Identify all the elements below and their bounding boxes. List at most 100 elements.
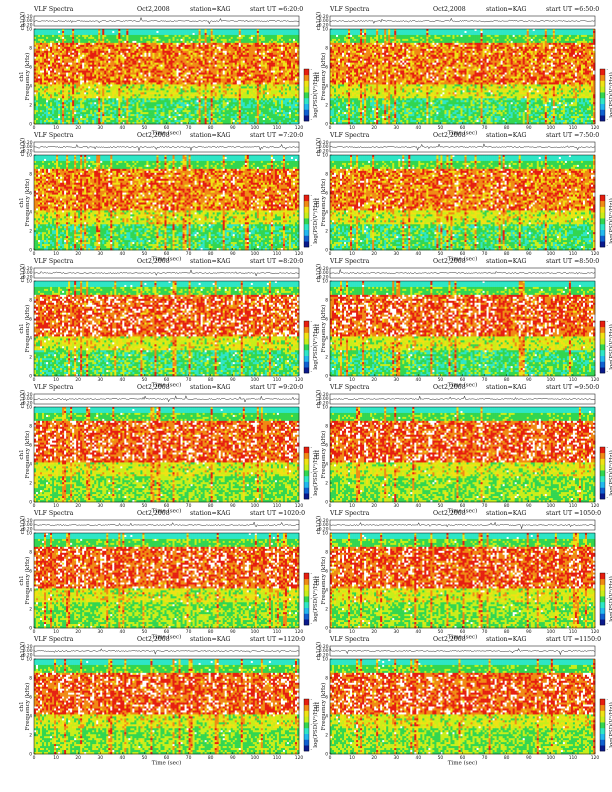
- spectrogram-panel-6: VLF Spectra Oct2,2008 station=KAG start UT …: [316, 257, 612, 385]
- frequency-tick-label: 8: [325, 172, 328, 178]
- frequency-tick-label: 2: [29, 229, 32, 235]
- trace-frame: [34, 16, 299, 26]
- time-tick-label: 50: [438, 755, 444, 761]
- spectrogram-panel-8: VLF Spectra Oct2,2008 station=KAG start UT …: [316, 383, 612, 511]
- colorbar: [304, 699, 309, 751]
- spectrogram-panel-3: VLF Spectra Oct2,2008 station=KAG start UT …: [20, 131, 320, 259]
- frequency-tick-label: 2: [29, 733, 32, 739]
- frequency-tick-label: 10: [26, 27, 32, 33]
- frequency-tick-label: 8: [325, 424, 328, 430]
- colorbar-label: log(PSD(V²/Hz)): [608, 198, 612, 244]
- time-tick-label: 0: [329, 755, 332, 761]
- frequency-tick-label: 2: [325, 607, 328, 613]
- y-axis-label: Frequency (kHz): [320, 431, 327, 479]
- spectrogram-panel-5: VLF Spectra Oct2,2008 station=KAG start UT …: [20, 257, 320, 385]
- frequency-tick-label: 10: [322, 27, 328, 33]
- time-tick-label: 110: [569, 755, 578, 761]
- frequency-tick-label: 10: [322, 405, 328, 411]
- colorbar-label: log(PSD(V²/Hz)): [608, 576, 612, 622]
- time-tick-label: 70: [482, 755, 488, 761]
- trace-axis-label: ch1(V): [19, 264, 26, 283]
- time-tick-label: 90: [230, 755, 236, 761]
- y-axis-label: Frequency (kHz): [24, 557, 31, 605]
- time-tick-label: 120: [295, 755, 304, 761]
- frequency-tick-label: 2: [29, 607, 32, 613]
- frequency-tick-label: 2: [325, 355, 328, 361]
- frequency-tick-label: 8: [29, 46, 32, 52]
- colorbar: [600, 447, 605, 499]
- frequency-tick-label: 10: [26, 657, 32, 663]
- colorbar: [600, 573, 605, 625]
- colorbar-label: log(PSD(V²/Hz)): [608, 450, 612, 496]
- frequency-tick-label: 8: [29, 550, 32, 556]
- y-axis-label: Frequency (kHz): [320, 557, 327, 605]
- colorbar-label: log(PSD(V²/Hz)): [608, 72, 612, 118]
- frequency-tick-label: 10: [26, 153, 32, 159]
- time-tick-label: 80: [504, 755, 510, 761]
- spectrogram-cells: [330, 407, 595, 502]
- spectrogram-cells: [34, 533, 299, 628]
- frequency-tick-label: 2: [29, 103, 32, 109]
- frequency-tick-label: 2: [325, 103, 328, 109]
- spectrogram-cells: [330, 155, 595, 250]
- colorbar: [304, 447, 309, 499]
- spectrogram-cells: [330, 533, 595, 628]
- y-axis-label: Frequency (kHz): [24, 431, 31, 479]
- frequency-tick-label: 2: [325, 733, 328, 739]
- time-tick-label: 100: [547, 755, 556, 761]
- spectrogram-panel-12: VLF Spectra Oct2,2008 station=KAG start UT …: [316, 635, 612, 763]
- trace-frame: [330, 16, 595, 26]
- time-tick-label: 110: [273, 755, 282, 761]
- trace-axis-label: ch1(V): [19, 138, 26, 157]
- trace-axis-label: ch1(V): [315, 264, 322, 283]
- spectrogram-panel-2: VLF Spectra Oct2,2008 station=KAG start UT …: [316, 5, 612, 133]
- time-tick-label: 40: [416, 755, 422, 761]
- y-axis-label: Frequency (kHz): [320, 179, 327, 227]
- time-tick-label: 20: [75, 755, 81, 761]
- time-tick-label: 100: [251, 755, 260, 761]
- y-axis-label: Frequency (kHz): [24, 53, 31, 101]
- frequency-tick-label: 10: [26, 279, 32, 285]
- frequency-tick-label: 8: [29, 424, 32, 430]
- spectrogram-cells: [330, 281, 595, 376]
- trace-axis-label: ch1(V): [315, 516, 322, 535]
- frequency-tick-label: 2: [29, 481, 32, 487]
- time-tick-label: 0: [33, 755, 36, 761]
- spectrogram-cells: [330, 29, 595, 124]
- frequency-tick-label: 2: [325, 229, 328, 235]
- time-tick-label: 70: [186, 755, 192, 761]
- spectrogram-panel-4: VLF Spectra Oct2,2008 station=KAG start UT …: [316, 131, 612, 259]
- trace-axis-label: ch1(V): [19, 12, 26, 31]
- trace-axis-label: ch1(V): [315, 138, 322, 157]
- y-axis-label: Frequency (kHz): [320, 53, 327, 101]
- y-axis-label: Frequency (kHz): [320, 683, 327, 731]
- time-tick-label: 30: [97, 755, 103, 761]
- frequency-tick-label: 8: [29, 172, 32, 178]
- y-axis-label: Frequency (kHz): [320, 305, 327, 353]
- colorbar: [600, 69, 605, 121]
- trace-axis-label: ch1(V): [19, 390, 26, 409]
- time-tick-label: 10: [53, 755, 59, 761]
- colorbar-label: log(PSD(V²/Hz)): [608, 702, 612, 748]
- frequency-tick-label: 8: [29, 298, 32, 304]
- colorbar: [600, 195, 605, 247]
- time-tick-label: 30: [393, 755, 399, 761]
- trace-frame: [330, 142, 595, 152]
- trace-frame: [34, 646, 299, 656]
- colorbar-label: log(PSD(V²/Hz)): [608, 324, 612, 370]
- frequency-tick-label: 8: [325, 46, 328, 52]
- x-axis-label: Time (sec): [448, 760, 478, 767]
- time-tick-label: 90: [526, 755, 532, 761]
- y-axis-label: Frequency (kHz): [24, 305, 31, 353]
- spectrogram-cells: [34, 281, 299, 376]
- colorbar: [304, 573, 309, 625]
- colorbar: [304, 69, 309, 121]
